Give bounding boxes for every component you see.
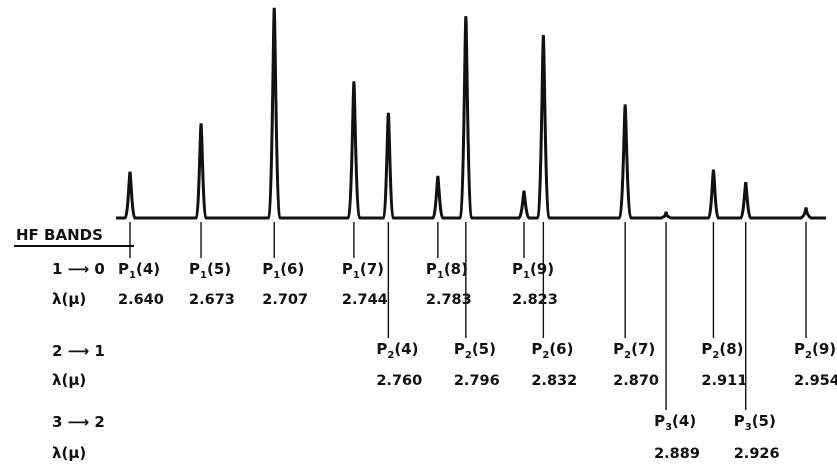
peak-annotation: P1(6) 2.707: [262, 222, 308, 308]
peak-annotation: P1(7) 2.744: [342, 222, 388, 308]
peak-branch-label: P2(6): [531, 340, 573, 361]
peak-wavelength-value: 2.954: [794, 373, 837, 389]
peak-branch-label: P2(7): [613, 340, 655, 361]
spectrum-trace: [116, 7, 826, 220]
peak-wavelength-value: 2.926: [734, 446, 780, 462]
peak-annotation: P1(4) 2.640: [118, 222, 164, 308]
hf-bands-label: HF BANDS: [16, 226, 103, 244]
peak-annotation: P2(5) 2.796: [454, 222, 500, 389]
row-wavelength-label-1: λ(μ): [52, 290, 86, 308]
peak-branch-label: P1(6): [262, 260, 304, 281]
peak-annotation: P3(5) 2.926: [734, 222, 780, 462]
peak-annotation: P1(5) 2.673: [189, 222, 235, 308]
peak-wavelength-value: 2.673: [189, 292, 235, 308]
row-wavelength-label-2: λ(μ): [52, 371, 86, 389]
peak-branch-label: P2(8): [701, 340, 743, 361]
peak-wavelength-value: 2.783: [426, 292, 472, 308]
peak-wavelength-value: 2.911: [701, 373, 747, 389]
peak-branch-label: P1(9): [512, 260, 554, 281]
peak-annotation: P1(9) 2.823: [512, 222, 558, 308]
peak-wavelength-value: 2.707: [262, 292, 308, 308]
peak-wavelength-value: 2.823: [512, 292, 558, 308]
peak-branch-label: P1(5): [189, 260, 231, 281]
peak-wavelength-value: 2.760: [376, 373, 422, 389]
peak-wavelength-value: 2.870: [613, 373, 659, 389]
peak-branch-label: P3(5): [734, 412, 776, 433]
peak-branch-label: P1(8): [426, 260, 468, 281]
peak-branch-label: P1(7): [342, 260, 384, 281]
peak-wavelength-value: 2.640: [118, 292, 164, 308]
peak-annotation: P2(4) 2.760: [376, 222, 422, 389]
peaks-layer: P1(4) 2.640 P1(5) 2.673 P1(6) 2.707 P1(7) 2.744…: [118, 222, 837, 462]
row-transition-3-2: 3 ⟶ 2: [52, 413, 105, 431]
peak-branch-label: P1(4): [118, 260, 160, 281]
row-wavelength-label-3: λ(μ): [52, 444, 86, 462]
peak-annotation: P3(4) 2.889: [654, 222, 700, 462]
peak-annotation: P2(9) 2.954: [794, 222, 837, 389]
peak-wavelength-value: 2.744: [342, 292, 388, 308]
peak-annotation: P2(8) 2.911: [701, 222, 747, 389]
peak-branch-label: P2(4): [376, 340, 418, 361]
peak-annotation: P2(6) 2.832: [531, 222, 577, 389]
peak-branch-label: P2(5): [454, 340, 496, 361]
peak-annotation: P1(8) 2.783: [426, 222, 472, 308]
row-transition-2-1: 2 ⟶ 1: [52, 342, 105, 360]
row-transition-1-0: 1 ⟶ 0: [52, 260, 105, 278]
peak-branch-label: P2(9): [794, 340, 836, 361]
peak-wavelength-value: 2.796: [454, 373, 500, 389]
peak-branch-label: P3(4): [654, 412, 696, 433]
peak-wavelength-value: 2.832: [531, 373, 577, 389]
peak-wavelength-value: 2.889: [654, 446, 700, 462]
peak-annotation: P2(7) 2.870: [613, 222, 659, 389]
